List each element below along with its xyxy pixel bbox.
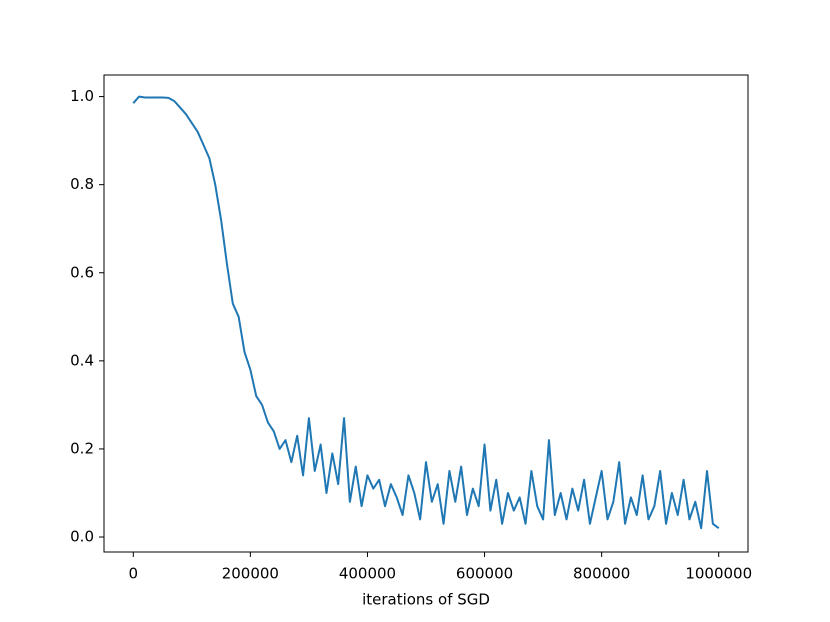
y-tick-label: 0.6 xyxy=(70,263,94,281)
y-tick-label: 0.2 xyxy=(70,439,94,457)
y-tick-label: 0.0 xyxy=(70,528,94,546)
y-tick-label: 0.4 xyxy=(70,351,94,369)
x-tick-label: 400000 xyxy=(339,565,396,583)
x-tick-label: 800000 xyxy=(573,565,630,583)
y-tick-label: 0.8 xyxy=(70,175,94,193)
x-tick-label: 200000 xyxy=(222,565,279,583)
y-tick-label: 1.0 xyxy=(70,87,94,105)
x-tick-label: 1000000 xyxy=(685,565,752,583)
x-tick-label: 600000 xyxy=(456,565,513,583)
line-series xyxy=(132,95,720,530)
x-tick-label: 0 xyxy=(128,565,138,583)
x-axis-label: iterations of SGD xyxy=(362,591,490,609)
plot-frame xyxy=(103,74,749,553)
